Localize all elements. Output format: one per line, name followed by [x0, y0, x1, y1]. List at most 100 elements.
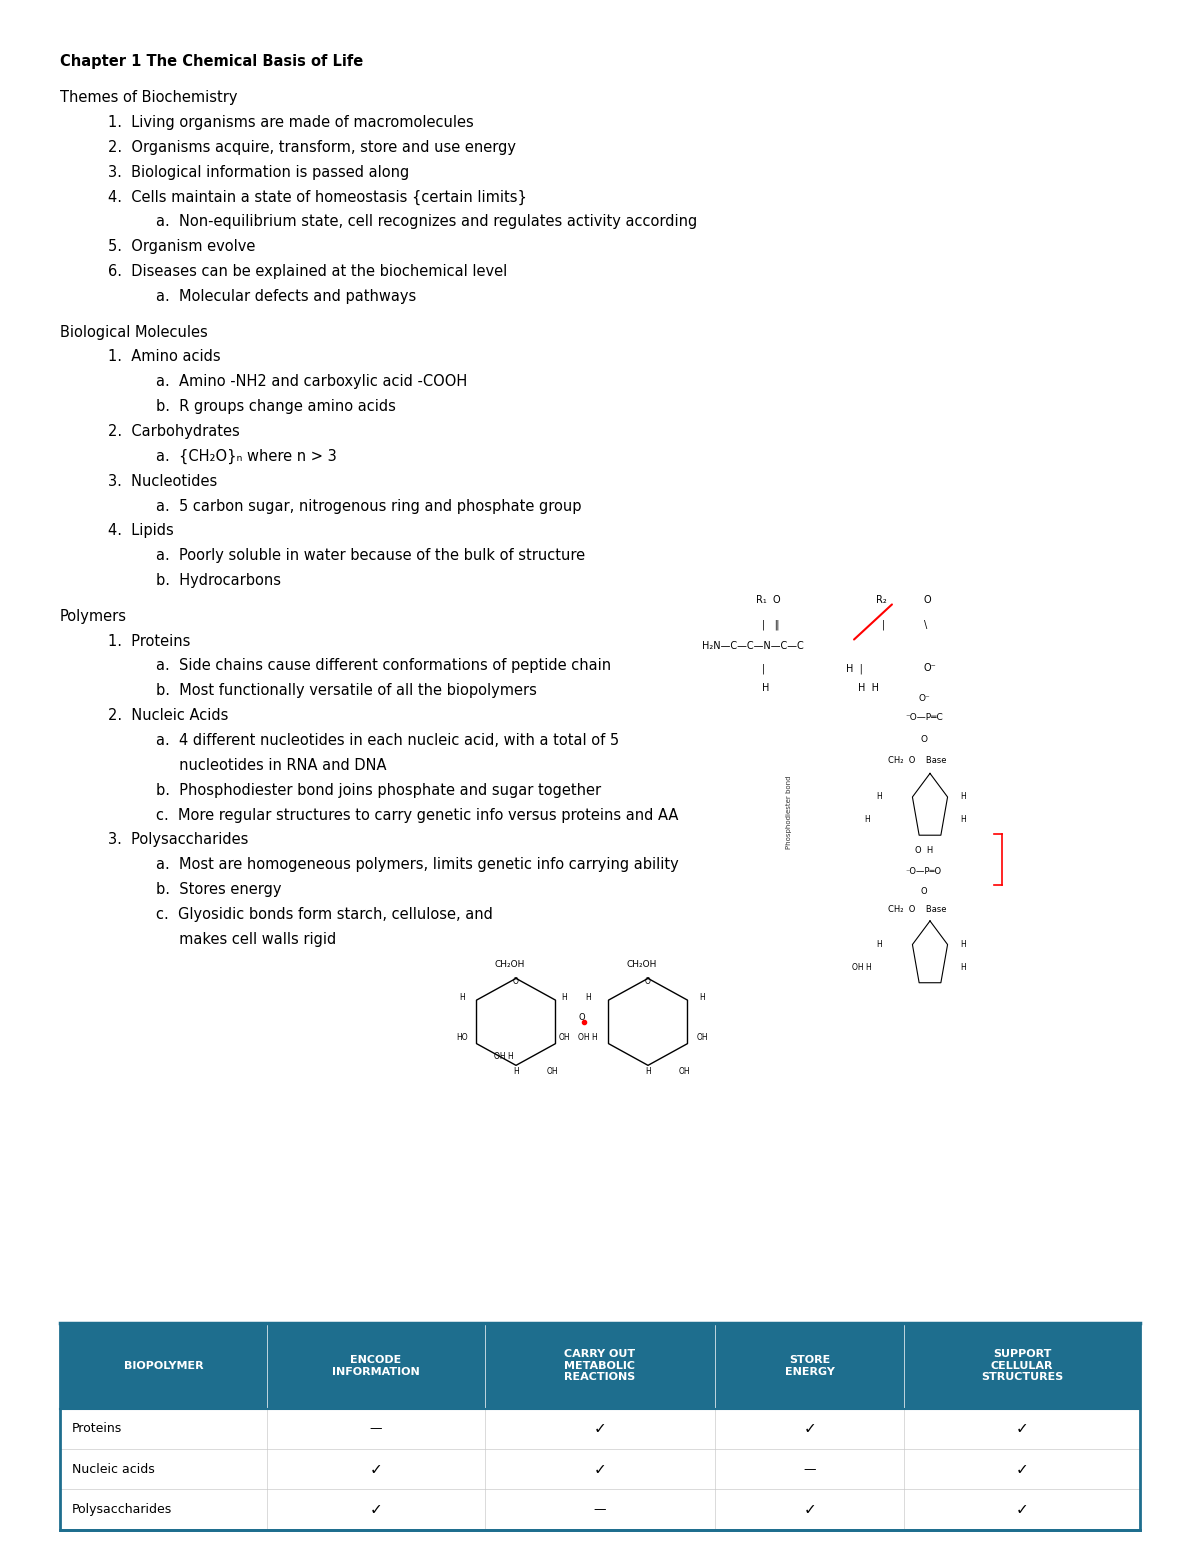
Text: a.  Amino -NH2 and carboxylic acid -COOH: a. Amino -NH2 and carboxylic acid -COOH: [156, 374, 467, 390]
Text: nucleotides in RNA and DNA: nucleotides in RNA and DNA: [156, 758, 386, 773]
Text: 4.  Lipids: 4. Lipids: [108, 523, 174, 539]
Text: SUPPORT
CELLULAR
STRUCTURES: SUPPORT CELLULAR STRUCTURES: [982, 1350, 1063, 1382]
Text: CH₂  O    Base: CH₂ O Base: [888, 905, 947, 915]
Bar: [60, 1409, 1140, 1449]
Text: H: H: [700, 992, 704, 1002]
Text: a.  4 different nucleotides in each nucleic acid, with a total of 5: a. 4 different nucleotides in each nucle…: [156, 733, 619, 749]
Text: OH: OH: [696, 1033, 708, 1042]
Text: CH₂OH: CH₂OH: [626, 960, 658, 969]
Text: ENCODE
INFORMATION: ENCODE INFORMATION: [332, 1356, 420, 1376]
Text: HO: HO: [456, 1033, 468, 1042]
Text: BIOPOLYMER: BIOPOLYMER: [124, 1360, 203, 1371]
Text: H: H: [960, 815, 966, 825]
Text: b.  Hydrocarbons: b. Hydrocarbons: [156, 573, 281, 589]
Text: H: H: [460, 992, 464, 1002]
Text: c.  More regular structures to carry genetic info versus proteins and AA: c. More regular structures to carry gene…: [156, 808, 678, 823]
Text: H: H: [876, 940, 882, 949]
Text: b.  Phosphodiester bond joins phosphate and sugar together: b. Phosphodiester bond joins phosphate a…: [156, 783, 601, 798]
Text: b.  Most functionally versatile of all the biopolymers: b. Most functionally versatile of all th…: [156, 683, 536, 699]
Text: OH H: OH H: [494, 1051, 514, 1061]
Text: a.  Poorly soluble in water because of the bulk of structure: a. Poorly soluble in water because of th…: [156, 548, 586, 564]
Bar: [60, 1449, 1140, 1489]
Text: ⁻O—P═O: ⁻O—P═O: [906, 867, 942, 876]
Text: 3.  Polysaccharides: 3. Polysaccharides: [108, 832, 248, 848]
Text: 5.  Organism evolve: 5. Organism evolve: [108, 239, 256, 255]
Text: ✓: ✓: [1016, 1461, 1028, 1477]
Text: —: —: [370, 1423, 383, 1435]
Text: H: H: [960, 792, 966, 801]
Text: 2.  Carbohydrates: 2. Carbohydrates: [108, 424, 240, 439]
Text: H₂N—C—C—N—C—C: H₂N—C—C—N—C—C: [702, 641, 804, 651]
Text: —: —: [804, 1463, 816, 1475]
Text: O⁻: O⁻: [918, 694, 930, 704]
Text: —: —: [594, 1503, 606, 1516]
Text: 1.  Amino acids: 1. Amino acids: [108, 349, 221, 365]
Text: Chapter 1 The Chemical Basis of Life: Chapter 1 The Chemical Basis of Life: [60, 54, 364, 70]
Text: 3.  Nucleotides: 3. Nucleotides: [108, 474, 217, 489]
Text: ✓: ✓: [803, 1421, 816, 1437]
Text: b.  R groups change amino acids: b. R groups change amino acids: [156, 399, 396, 415]
Text: 2.  Organisms acquire, transform, store and use energy: 2. Organisms acquire, transform, store a…: [108, 140, 516, 155]
Text: OH: OH: [558, 1033, 570, 1042]
Text: b.  Stores energy: b. Stores energy: [156, 882, 282, 898]
Text: ✓: ✓: [594, 1421, 606, 1437]
Text: 4.  Cells maintain a state of homeostasis {certain limits}: 4. Cells maintain a state of homeostasis…: [108, 189, 527, 205]
Text: Phosphodiester bond: Phosphodiester bond: [786, 775, 792, 849]
Text: a.  Molecular defects and pathways: a. Molecular defects and pathways: [156, 289, 416, 304]
Text: Biological Molecules: Biological Molecules: [60, 325, 208, 340]
Text: c.  Glyosidic bonds form starch, cellulose, and: c. Glyosidic bonds form starch, cellulos…: [156, 907, 493, 922]
Text: 1.  Living organisms are made of macromolecules: 1. Living organisms are made of macromol…: [108, 115, 474, 130]
Text: OH: OH: [546, 1067, 558, 1076]
Text: H: H: [646, 1067, 650, 1076]
Text: O: O: [646, 977, 650, 986]
Text: ✓: ✓: [594, 1461, 606, 1477]
Text: Polysaccharides: Polysaccharides: [72, 1503, 173, 1516]
Text: O: O: [924, 595, 931, 604]
Text: 6.  Diseases can be explained at the biochemical level: 6. Diseases can be explained at the bioc…: [108, 264, 508, 280]
Text: \: \: [924, 620, 928, 629]
Text: O: O: [578, 1013, 586, 1022]
Text: |: |: [882, 620, 886, 631]
Text: ✓: ✓: [370, 1461, 383, 1477]
Text: ✓: ✓: [1016, 1502, 1028, 1517]
Text: CH₂OH: CH₂OH: [494, 960, 526, 969]
Text: O⁻: O⁻: [924, 663, 937, 672]
Text: H: H: [586, 992, 590, 1002]
Text: OH H: OH H: [852, 963, 871, 972]
Text: R₂: R₂: [876, 595, 887, 604]
Text: R₁  O: R₁ O: [756, 595, 781, 604]
Text: |: |: [762, 663, 766, 674]
Text: ✓: ✓: [803, 1502, 816, 1517]
Text: a.  Side chains cause different conformations of peptide chain: a. Side chains cause different conformat…: [156, 658, 611, 674]
Text: 2.  Nucleic Acids: 2. Nucleic Acids: [108, 708, 228, 724]
Text: H  H: H H: [858, 683, 878, 693]
Text: OH H: OH H: [578, 1033, 598, 1042]
Text: |   ‖: | ‖: [762, 620, 780, 631]
Text: CARRY OUT
METABOLIC
REACTIONS: CARRY OUT METABOLIC REACTIONS: [564, 1350, 636, 1382]
Text: 1.  Proteins: 1. Proteins: [108, 634, 191, 649]
Text: Nucleic acids: Nucleic acids: [72, 1463, 155, 1475]
Text: O: O: [920, 735, 928, 744]
Text: H: H: [864, 815, 870, 825]
Text: STORE
ENERGY: STORE ENERGY: [785, 1356, 835, 1376]
Text: H: H: [960, 940, 966, 949]
Text: H: H: [876, 792, 882, 801]
Text: H: H: [960, 963, 966, 972]
Text: makes cell walls rigid: makes cell walls rigid: [156, 932, 336, 947]
Text: CH₂  O    Base: CH₂ O Base: [888, 756, 947, 766]
Text: Proteins: Proteins: [72, 1423, 122, 1435]
Text: O: O: [514, 977, 518, 986]
Text: a.  Most are homogeneous polymers, limits genetic info carrying ability: a. Most are homogeneous polymers, limits…: [156, 857, 679, 873]
Text: a.  {CH₂O}ₙ where n > 3: a. {CH₂O}ₙ where n > 3: [156, 449, 337, 464]
Text: a.  Non-equilibrium state, cell recognizes and regulates activity according: a. Non-equilibrium state, cell recognize…: [156, 214, 697, 230]
Text: H: H: [562, 992, 566, 1002]
Text: H: H: [762, 683, 769, 693]
Text: O: O: [920, 887, 928, 896]
Bar: [60, 1323, 1140, 1530]
Text: OH: OH: [678, 1067, 690, 1076]
Text: H: H: [514, 1067, 518, 1076]
Text: a.  5 carbon sugar, nitrogenous ring and phosphate group: a. 5 carbon sugar, nitrogenous ring and …: [156, 499, 582, 514]
Text: ✓: ✓: [370, 1502, 383, 1517]
Text: ✓: ✓: [1016, 1421, 1028, 1437]
Bar: [60, 1489, 1140, 1530]
